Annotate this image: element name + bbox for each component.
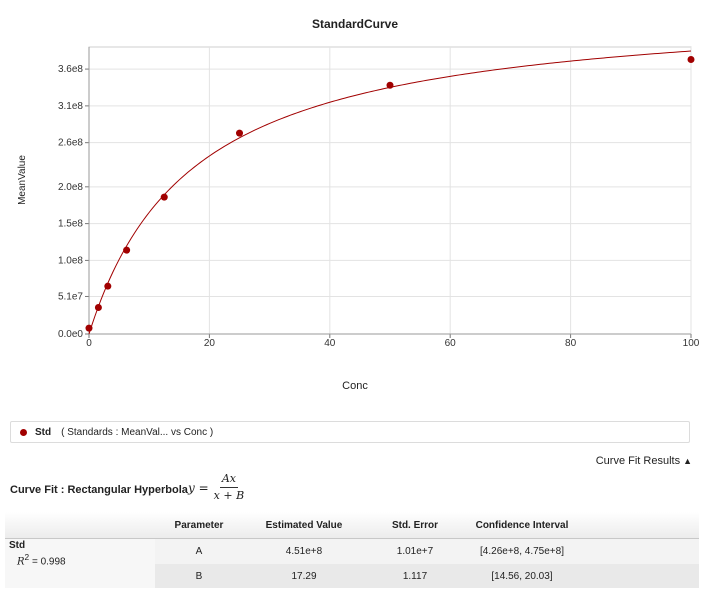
formula-lhs: y = [188,480,209,495]
legend-series-name: Std [35,426,52,438]
x-tick-label: 40 [324,338,336,349]
curve-fit-results-label: Curve Fit Results [595,455,681,467]
data-point[interactable] [123,246,131,254]
series-cell: Std R2 = 0.998 [5,539,155,588]
data-point[interactable] [160,193,168,201]
cell-parameter: B [195,570,203,582]
header-confidence-interval: Confidence Interval [475,519,569,531]
y-tick-label: 1.5e8 [58,219,83,230]
data-point[interactable] [85,324,93,332]
cell-std-error: 1.01e+7 [396,546,434,557]
cell-parameter: A [195,546,203,557]
r-exponent: 2 [24,552,30,562]
grid-lines [88,47,692,335]
y-tick-label: 2.6e8 [58,138,83,149]
data-point[interactable] [94,304,102,312]
cell-std-error: 1.117 [402,570,428,582]
formula-fraction: Ax x + B [214,472,245,503]
x-tick-label: 0 [86,338,92,349]
y-tick-label: 5.1e7 [58,291,83,302]
fit-formula: y = Ax x + B [188,472,244,503]
axes: 0.0e0 5.1e7 1.0e8 1.5e8 2.0e8 2.6e8 3.1e8 3.6e8… [58,47,700,349]
legend-series-description: ( Standards : MeanVal... vs Conc ) [61,426,214,438]
x-tick-label: 100 [683,338,700,349]
curve-fit-label: Curve Fit : Rectangular Hyperbola [10,484,188,496]
data-point[interactable] [687,56,695,64]
y-tick-label: 1.0e8 [58,255,83,266]
standard-curve-chart: StandardCurve 0.0e0 5.1e7 1.0e8 1.5e8 2.0e8 2… [17,17,700,392]
table-header: Parameter Estimated Value Std. Error Con… [5,512,699,539]
plot-area [88,46,692,335]
y-tick-label: 3.1e8 [58,101,83,112]
data-point[interactable] [386,81,394,89]
x-axis-label: Conc [342,380,368,392]
data-point[interactable] [236,129,243,137]
legend[interactable]: Std ( Standards : MeanVal... vs Conc ) [10,421,690,443]
y-tick-label: 3.6e8 [58,64,83,75]
cell-confidence-interval: [14.56, 20.03] [491,570,553,582]
cell-confidence-interval: [4.26e+8, 4.75e+8] [480,546,564,557]
triangle-up-icon: ▲ [683,456,692,466]
y-axis-label: MeanValue [17,155,28,205]
r-squared: R2 = 0.998 [17,552,66,567]
header-estimated-value: Estimated Value [265,519,343,531]
formula-numerator: Ax [219,472,238,488]
r-squared-value: = 0.998 [29,556,66,568]
data-point[interactable] [104,282,112,290]
curve-fit-results-toggle[interactable]: Curve Fit Results ▲ [596,455,692,467]
cell-estimate: 17.29 [291,570,317,582]
r-symbol: R [17,556,25,568]
header-parameter: Parameter [174,519,224,531]
legend-marker-icon [20,428,27,436]
y-tick-label: 0.0e0 [58,329,83,340]
data-points [85,56,695,332]
header-std-error: Std. Error [391,519,439,531]
cell-estimate: 4.51e+8 [285,546,323,557]
chart-title: StandardCurve [312,17,398,31]
x-tick-label: 20 [204,338,216,349]
x-tick-label: 80 [565,338,577,349]
formula-denominator: x + B [213,489,245,502]
x-tick-label: 60 [445,338,457,349]
series-name: Std [9,540,26,551]
y-tick-label: 2.0e8 [58,182,83,193]
